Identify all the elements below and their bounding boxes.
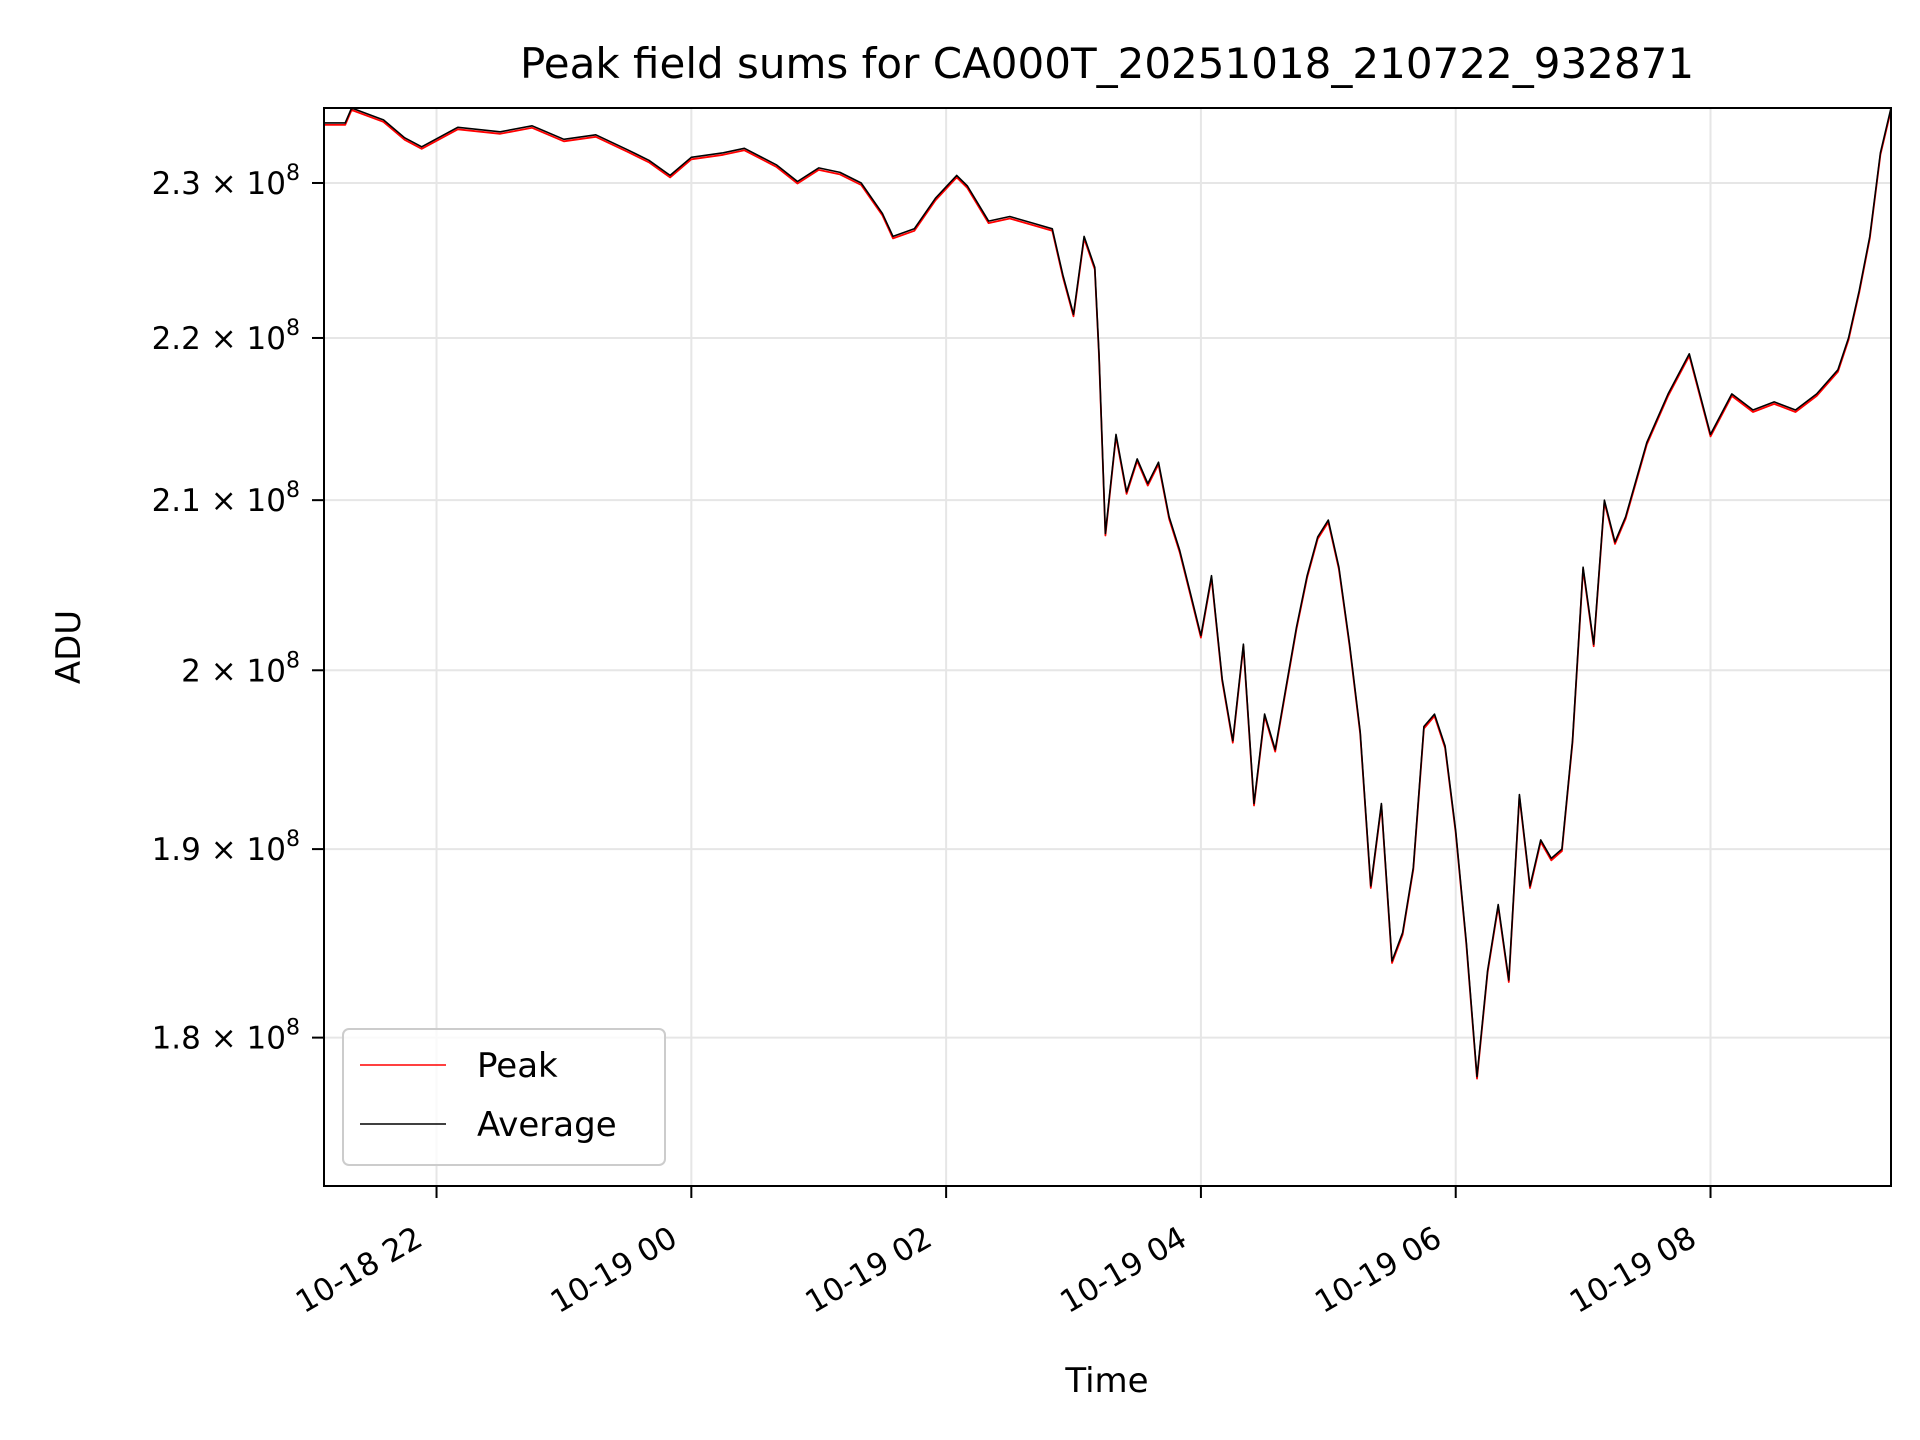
y-tick-label-5: 2.3 × 108 xyxy=(152,161,300,202)
y-tick-label-0: 1.8 × 108 xyxy=(152,1016,300,1057)
y-tick-label-4: 2.2 × 108 xyxy=(152,316,300,357)
legend-box xyxy=(342,1028,666,1166)
series-layer xyxy=(324,108,1891,1080)
plot-frame xyxy=(323,107,1892,1187)
y-tick-label-3: 2.1 × 108 xyxy=(152,478,300,519)
legend: Peak Average xyxy=(342,1028,666,1166)
x-axis-label: Time xyxy=(1064,1361,1148,1401)
chart-title: Peak field sums for CA000T_20251018_2107… xyxy=(520,39,1694,88)
legend-label-peak: Peak xyxy=(477,1046,558,1086)
series-line-average xyxy=(324,108,1891,1078)
y-tick-label-1: 1.9 × 108 xyxy=(152,827,300,868)
y-tick-label-2: 2 × 108 xyxy=(181,648,300,689)
y-axis-label: ADU xyxy=(49,610,89,684)
legend-label-average: Average xyxy=(477,1105,617,1145)
